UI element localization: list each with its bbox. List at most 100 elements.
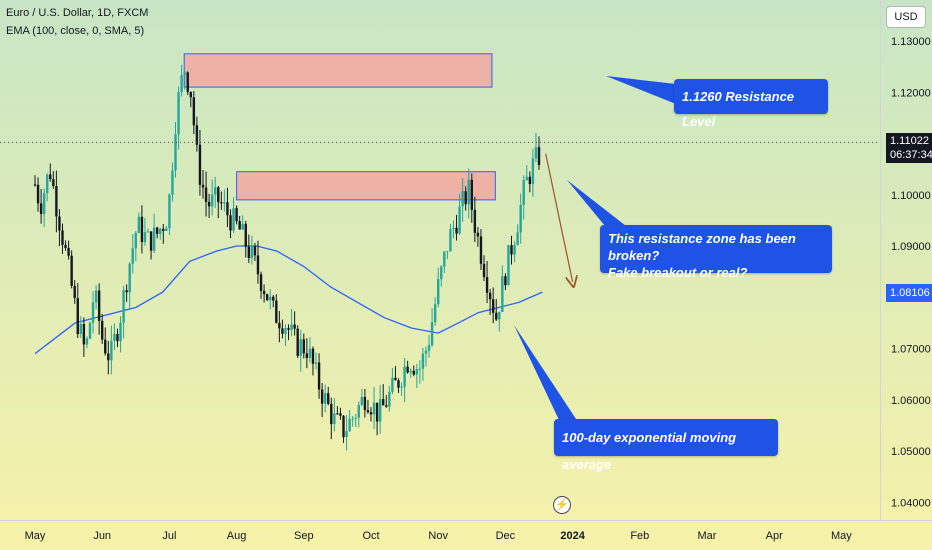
candle bbox=[342, 414, 345, 443]
x-tick-label: Nov bbox=[428, 530, 448, 542]
candle bbox=[122, 285, 125, 339]
candle bbox=[394, 366, 397, 381]
candle bbox=[36, 177, 40, 212]
candle bbox=[73, 280, 76, 304]
currency-selector[interactable]: USD bbox=[886, 6, 926, 28]
candle bbox=[134, 230, 137, 262]
candle bbox=[214, 176, 217, 209]
candle bbox=[406, 360, 409, 374]
candle bbox=[192, 91, 196, 135]
candle bbox=[323, 384, 327, 413]
candle bbox=[369, 407, 373, 422]
candle bbox=[220, 191, 223, 210]
candle bbox=[537, 136, 541, 170]
callout-leaders bbox=[514, 76, 676, 422]
candle bbox=[357, 401, 360, 428]
candle bbox=[33, 175, 37, 187]
candle bbox=[418, 360, 422, 384]
candle bbox=[52, 171, 55, 189]
candle bbox=[464, 186, 467, 211]
candle bbox=[363, 388, 367, 418]
candle bbox=[223, 189, 226, 212]
candle bbox=[305, 338, 309, 369]
candle bbox=[94, 285, 98, 310]
candle bbox=[440, 264, 443, 287]
ema-layer bbox=[34, 245, 543, 355]
x-tick-label: May bbox=[831, 530, 852, 542]
candle bbox=[385, 395, 388, 408]
indicator-legend[interactable]: EMA (100, close, 0, SMA, 5) bbox=[6, 25, 145, 37]
candle bbox=[232, 197, 235, 234]
callout-ema: 100-day exponential moving average bbox=[554, 419, 778, 472]
candle bbox=[174, 121, 177, 178]
y-tick-label: 1.10000 bbox=[891, 190, 931, 202]
candle bbox=[107, 340, 110, 375]
candle bbox=[256, 240, 260, 284]
candle bbox=[458, 193, 461, 235]
x-tick-label: Jun bbox=[93, 530, 111, 542]
candle bbox=[488, 288, 492, 315]
resistance-zone[interactable] bbox=[183, 53, 493, 88]
candle bbox=[143, 217, 147, 246]
resistance-zone[interactable] bbox=[236, 171, 496, 201]
candle bbox=[525, 165, 528, 181]
candle bbox=[281, 319, 284, 339]
callout-breakout-line1: This resistance zone has been broken? bbox=[608, 231, 796, 263]
candle bbox=[501, 265, 504, 313]
candle bbox=[314, 352, 318, 370]
candle bbox=[455, 214, 458, 241]
projection-arrow bbox=[545, 153, 573, 282]
callout-resistance-level-text: 1.1260 Resistance Level bbox=[682, 89, 795, 129]
candle bbox=[382, 384, 385, 406]
leader-resistance-level bbox=[606, 76, 676, 104]
candle bbox=[49, 163, 52, 182]
candle bbox=[140, 205, 144, 254]
candle bbox=[241, 215, 244, 231]
candle bbox=[345, 415, 348, 451]
candle bbox=[39, 188, 43, 224]
candle bbox=[195, 116, 199, 152]
candle bbox=[189, 91, 192, 108]
candle bbox=[470, 173, 473, 223]
x-tick-label: Oct bbox=[362, 530, 379, 542]
candle bbox=[461, 178, 464, 222]
candle bbox=[421, 347, 425, 381]
time-axis[interactable]: May Jun Jul Aug Sep Oct Nov Dec 2024 Feb Mar Apr May bbox=[25, 530, 853, 542]
candle bbox=[403, 357, 406, 403]
candle bbox=[415, 363, 419, 388]
candle bbox=[467, 168, 470, 219]
candle bbox=[400, 382, 403, 396]
callout-resistance-level: 1.1260 Resistance Level bbox=[674, 79, 828, 129]
candle bbox=[311, 346, 315, 376]
candle bbox=[495, 299, 498, 322]
candle bbox=[55, 170, 58, 233]
candle bbox=[513, 240, 516, 263]
candle bbox=[360, 388, 364, 407]
candle bbox=[446, 251, 449, 260]
candle bbox=[198, 129, 202, 196]
callout-breakout-line2: Fake breakout or real? bbox=[608, 265, 748, 280]
candle bbox=[171, 162, 174, 202]
y-tick-label: 1.05000 bbox=[891, 446, 931, 458]
candle bbox=[70, 250, 73, 289]
candle bbox=[183, 71, 186, 90]
candle bbox=[372, 386, 376, 429]
resistance-zones bbox=[183, 53, 496, 201]
candle bbox=[366, 399, 370, 414]
ema-line[interactable] bbox=[34, 245, 543, 355]
candle bbox=[330, 397, 333, 440]
candle bbox=[409, 368, 412, 378]
x-tick-label: Aug bbox=[227, 530, 247, 542]
leader-breakout bbox=[567, 180, 626, 232]
y-tick-label: 1.04000 bbox=[891, 497, 931, 509]
candle bbox=[534, 132, 538, 163]
candle bbox=[97, 283, 101, 335]
candle bbox=[485, 261, 489, 304]
candle bbox=[498, 311, 501, 332]
candle bbox=[391, 368, 394, 395]
x-tick-label: Mar bbox=[698, 530, 717, 542]
lightning-icon[interactable]: ⚡ bbox=[553, 496, 571, 514]
candle bbox=[238, 215, 241, 230]
candle bbox=[388, 385, 391, 412]
candle bbox=[272, 295, 275, 308]
